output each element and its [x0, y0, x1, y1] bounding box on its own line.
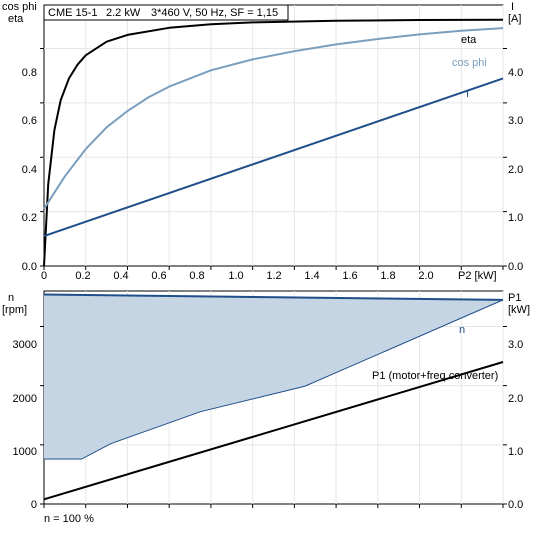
- top-grid: [40, 5, 507, 270]
- bottom-right-tick-label: 2.0: [508, 393, 523, 405]
- top-right-tick-label: 0.0: [508, 261, 523, 273]
- top-left-axis-label-1: cos phi: [2, 1, 37, 13]
- bottom-left-tick-label: 2000: [13, 393, 37, 405]
- top-chart: CME 15-1 2.2 kW 3*460 V, 50 Hz, SF = 1,1…: [2, 1, 523, 282]
- bottom-right-axis-label-1: P1: [508, 292, 521, 304]
- eta-curve: [43, 18, 504, 267]
- top-left-tick-label: 0.8: [22, 67, 37, 79]
- x-tick-label: 0: [41, 270, 47, 282]
- series-label-cos-phi: cos phi: [452, 57, 487, 69]
- x-tick-label: 0.4: [113, 270, 128, 282]
- bottom-chart: n [rpm] P1 [kW] 0 1000 2000 3000 0.0 1.0…: [2, 290, 530, 511]
- n-min-curve: [44, 299, 504, 460]
- top-right-tick-label: 2.0: [508, 164, 523, 176]
- n-range-area: [44, 294, 503, 459]
- x-tick-label: 1.0: [228, 270, 243, 282]
- n-max-curve: [43, 293, 504, 301]
- header-power: 2.2 kW: [106, 7, 141, 19]
- cos-phi-curve: [43, 27, 504, 210]
- top-left-axis-label-2: eta: [8, 13, 24, 25]
- series-label-current: I: [466, 88, 469, 100]
- top-series: [43, 18, 504, 267]
- x-tick-label: 0.8: [189, 270, 204, 282]
- series-label-eta: eta: [461, 34, 477, 46]
- x-tick-label: 0.6: [151, 270, 166, 282]
- top-plot-frame: [43, 4, 504, 267]
- series-label-p1: P1 (motor+freq.converter): [372, 370, 498, 382]
- top-right-tick-label: 1.0: [508, 212, 523, 224]
- top-right-axis-label-1: I: [511, 1, 514, 13]
- header-supply: 3*460 V, 50 Hz, SF = 1,15: [151, 7, 278, 19]
- x-tick-label: 2.0: [418, 270, 433, 282]
- header-model: CME 15-1: [48, 7, 98, 19]
- x-tick-label: 1.4: [304, 270, 319, 282]
- top-left-tick-label: 0.4: [22, 164, 37, 176]
- bottom-left-tick-label: 0: [31, 499, 37, 511]
- bottom-right-tick-label: 1.0: [508, 446, 523, 458]
- bottom-right-axis-label-2: [kW]: [508, 304, 530, 316]
- top-right-tick-label: 3.0: [508, 115, 523, 127]
- p1-curve: [43, 361, 504, 501]
- bottom-left-tick-label: 3000: [13, 339, 37, 351]
- x-tick-label: 1.6: [342, 270, 357, 282]
- bottom-left-tick-label: 1000: [13, 446, 37, 458]
- series-label-n: n: [459, 324, 465, 336]
- top-right-axis-label-2: [A]: [508, 13, 521, 25]
- header-box: [43, 4, 289, 21]
- top-left-tick-label: 0.6: [22, 115, 37, 127]
- bottom-left-axis-label-1: n: [8, 292, 14, 304]
- bottom-series: [43, 293, 504, 501]
- top-left-tick-label: 0.0: [22, 261, 37, 273]
- bottom-right-tick-label: 0.0: [508, 499, 523, 511]
- x-tick-label: 0.2: [75, 270, 90, 282]
- x-tick-label: 1.8: [380, 270, 395, 282]
- x-tick-label: 1.2: [266, 270, 281, 282]
- x-axis-label: P2 [kW]: [458, 270, 497, 282]
- top-left-tick-label: 0.2: [22, 212, 37, 224]
- bottom-right-tick-label: 3.0: [508, 339, 523, 351]
- top-right-tick-label: 4.0: [508, 67, 523, 79]
- current-curve: [43, 77, 504, 238]
- bottom-left-axis-label-2: [rpm]: [2, 304, 27, 316]
- footer-note: n = 100 %: [44, 513, 94, 525]
